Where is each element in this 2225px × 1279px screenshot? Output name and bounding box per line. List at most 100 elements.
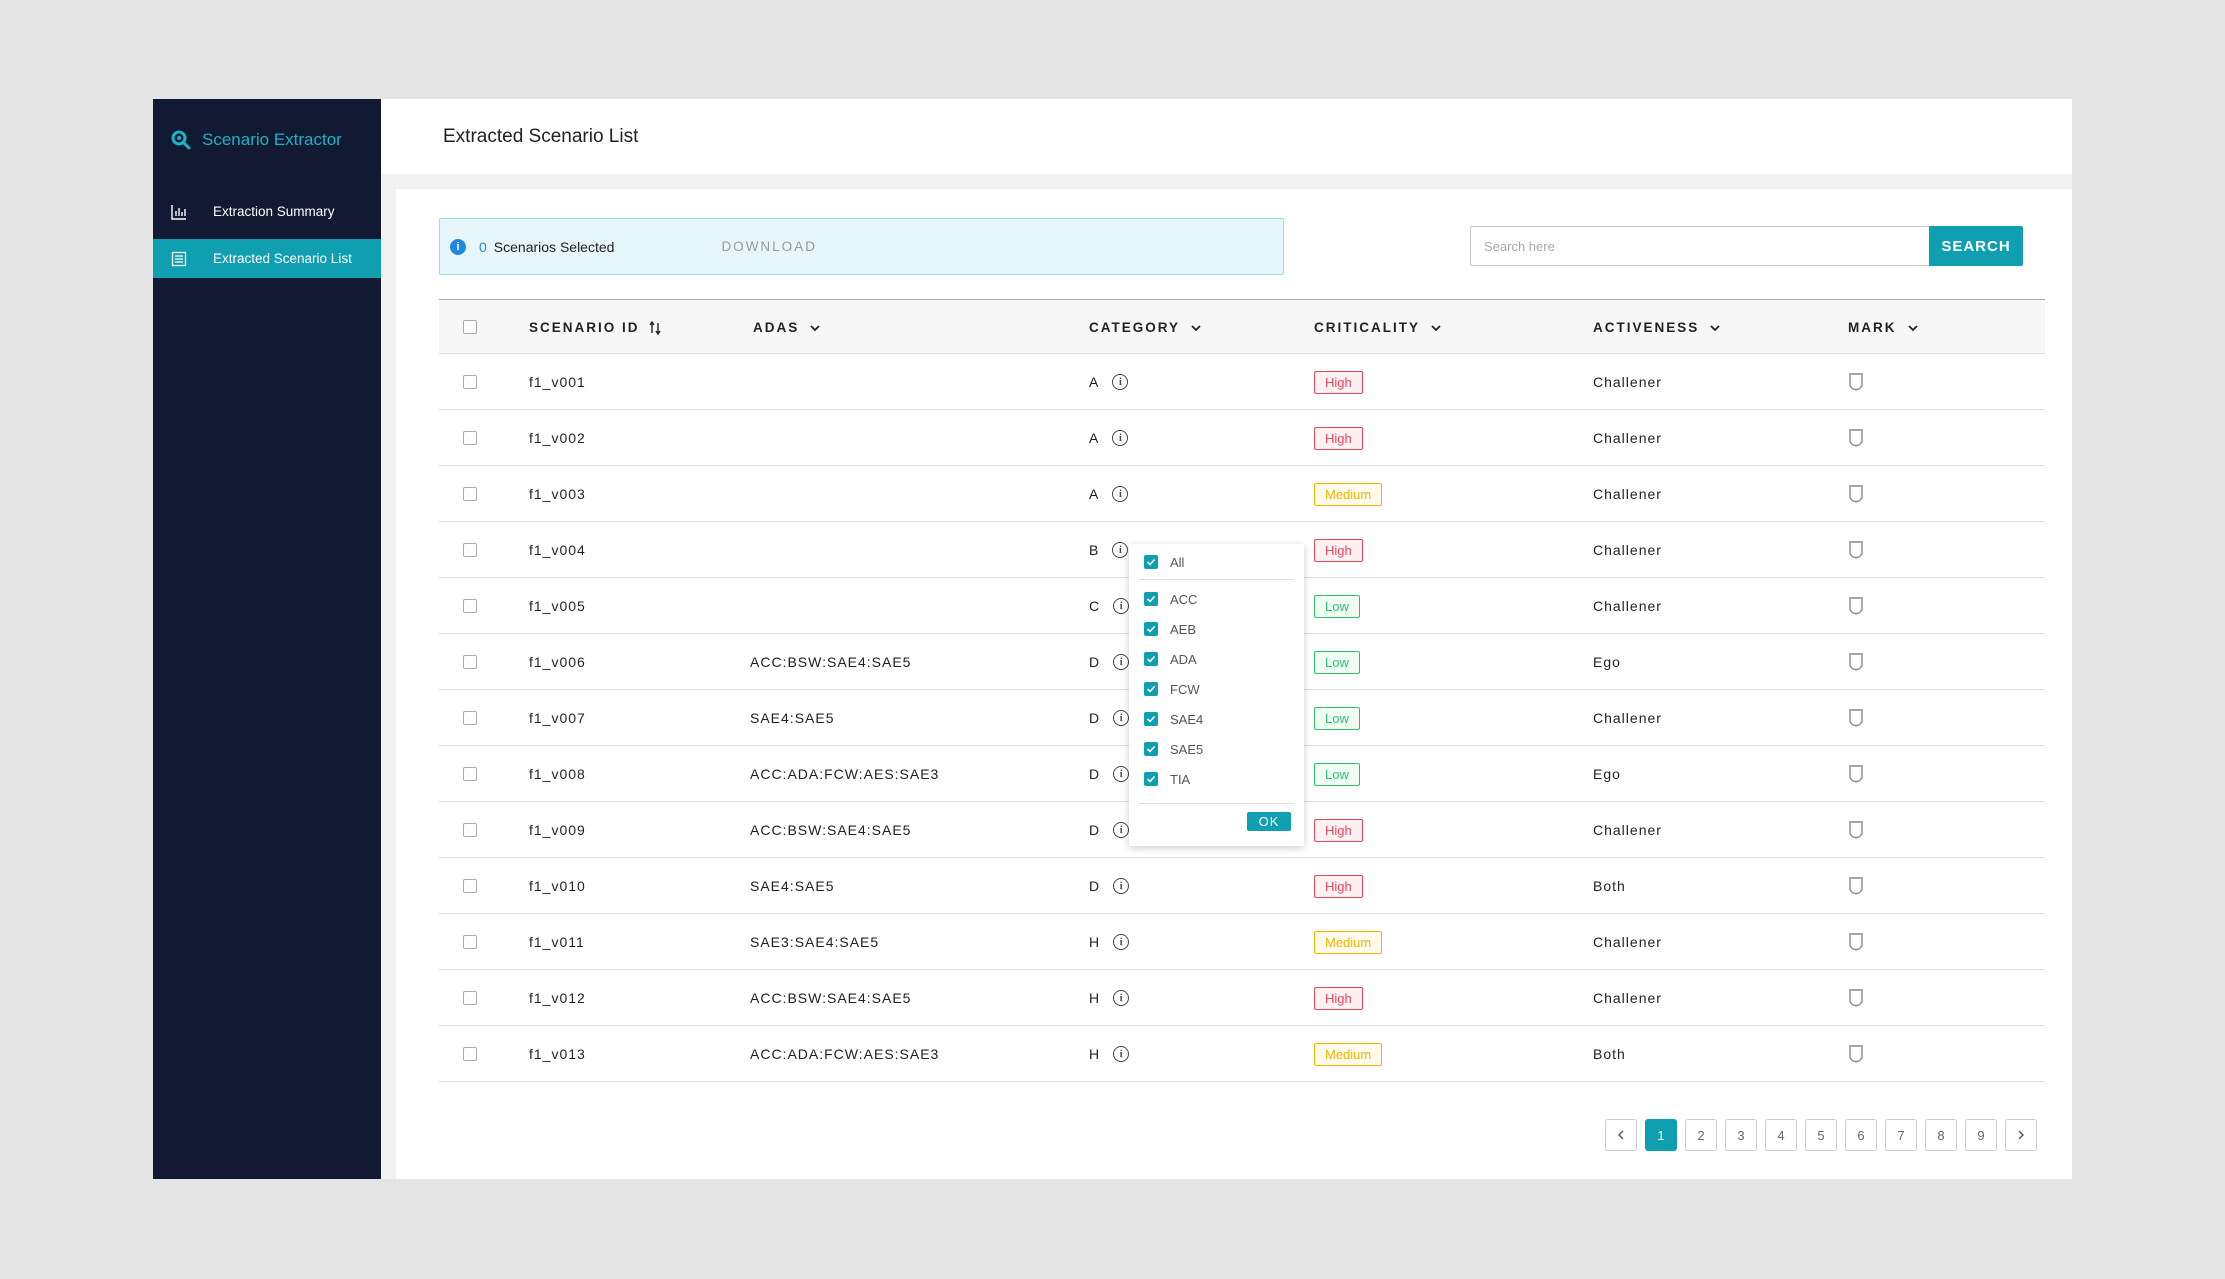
sidebar-item-extraction-summary[interactable]: Extraction Summary — [153, 192, 381, 231]
checkbox-checked-icon[interactable] — [1144, 592, 1158, 606]
chevron-down-icon[interactable] — [1430, 322, 1442, 334]
row-checkbox[interactable] — [463, 823, 477, 837]
info-icon[interactable]: i — [1113, 990, 1130, 1006]
shield-icon[interactable] — [1848, 372, 1864, 392]
criticality-cell: Low — [1314, 634, 1360, 690]
adas-value: SAE4:SAE5 — [750, 878, 835, 894]
shield-icon[interactable] — [1848, 932, 1864, 952]
criticality-cell: High — [1314, 410, 1363, 466]
brand[interactable]: Scenario Extractor — [170, 129, 342, 151]
pagination-page-button[interactable]: 2 — [1685, 1119, 1717, 1151]
column-header-activeness[interactable]: ACTIVENESS — [1593, 300, 1721, 355]
chevron-down-icon[interactable] — [1709, 322, 1721, 334]
checkbox-checked-icon[interactable] — [1144, 712, 1158, 726]
search-button[interactable]: SEARCH — [1929, 226, 2023, 266]
column-header-adas[interactable]: ADAS — [753, 300, 821, 355]
column-header-mark[interactable]: MARK — [1848, 300, 1919, 355]
info-icon[interactable]: i — [1112, 542, 1129, 558]
column-header-scenario-id[interactable]: SCENARIO ID — [529, 300, 661, 355]
pagination-page-button[interactable]: 9 — [1965, 1119, 1997, 1151]
row-checkbox[interactable] — [463, 375, 477, 389]
info-icon[interactable]: i — [1112, 486, 1129, 502]
chevron-down-icon[interactable] — [809, 322, 821, 334]
info-icon[interactable]: i — [1113, 822, 1130, 838]
download-button[interactable]: DOWNLOAD — [721, 239, 817, 254]
shield-icon[interactable] — [1848, 596, 1864, 616]
shield-icon[interactable] — [1848, 484, 1864, 504]
shield-icon[interactable] — [1848, 876, 1864, 896]
pagination-page-button[interactable]: 7 — [1885, 1119, 1917, 1151]
adas-filter-option[interactable]: TIA — [1144, 769, 1190, 789]
column-header-category[interactable]: CATEGORY — [1089, 300, 1202, 355]
row-checkbox[interactable] — [463, 767, 477, 781]
sort-icon[interactable] — [648, 320, 661, 335]
info-icon[interactable]: i — [1113, 1046, 1130, 1062]
pagination-page-button[interactable]: 5 — [1805, 1119, 1837, 1151]
checkbox-checked-icon[interactable] — [1144, 742, 1158, 756]
adas-filter-option[interactable]: ADA — [1144, 649, 1197, 669]
shield-icon[interactable] — [1848, 540, 1864, 560]
row-checkbox[interactable] — [463, 543, 477, 557]
filter-ok-button[interactable]: OK — [1247, 812, 1291, 831]
pagination-page-button[interactable]: 1 — [1645, 1119, 1677, 1151]
info-icon[interactable]: i — [1113, 878, 1130, 894]
adas-filter-option[interactable]: ACC — [1144, 589, 1197, 609]
shield-icon[interactable] — [1848, 428, 1864, 448]
info-icon[interactable]: i — [1113, 654, 1130, 670]
sidebar-item-extracted-scenario-list[interactable]: Extracted Scenario List — [153, 239, 381, 278]
shield-icon[interactable] — [1848, 764, 1864, 784]
chevron-down-icon[interactable] — [1907, 322, 1919, 334]
shield-icon[interactable] — [1848, 708, 1864, 728]
criticality-badge: Medium — [1314, 482, 1383, 506]
shield-icon[interactable] — [1848, 1044, 1864, 1064]
info-icon[interactable]: i — [1113, 766, 1130, 782]
shield-icon[interactable] — [1848, 820, 1864, 840]
scenario-id: f1_v009 — [529, 822, 586, 838]
row-checkbox[interactable] — [463, 431, 477, 445]
pagination-page-button[interactable]: 6 — [1845, 1119, 1877, 1151]
row-checkbox[interactable] — [463, 599, 477, 613]
row-checkbox[interactable] — [463, 879, 477, 893]
adas-filter-option[interactable]: SAE5 — [1144, 739, 1203, 759]
row-checkbox[interactable] — [463, 655, 477, 669]
checkbox-checked-icon[interactable] — [1144, 772, 1158, 786]
pagination-prev-button[interactable] — [1605, 1119, 1637, 1151]
info-icon[interactable]: i — [1113, 934, 1130, 950]
row-checkbox[interactable] — [463, 991, 477, 1005]
adas-filter-option[interactable]: FCW — [1144, 679, 1200, 699]
checkbox-checked-icon[interactable] — [1144, 622, 1158, 636]
pagination-next-button[interactable] — [2005, 1119, 2037, 1151]
checkbox-checked-icon[interactable] — [1144, 555, 1158, 569]
info-icon[interactable]: i — [1113, 598, 1130, 614]
chevron-down-icon[interactable] — [1190, 322, 1202, 334]
adas-filter-option[interactable]: AEB — [1144, 619, 1196, 639]
pagination-page-button[interactable]: 4 — [1765, 1119, 1797, 1151]
checkbox-checked-icon[interactable] — [1144, 682, 1158, 696]
row-checkbox[interactable] — [463, 935, 477, 949]
pagination-page-button[interactable]: 3 — [1725, 1119, 1757, 1151]
row-checkbox[interactable] — [463, 711, 477, 725]
checkbox-checked-icon[interactable] — [1144, 652, 1158, 666]
adas-filter-all[interactable]: All — [1144, 552, 1184, 572]
search-input[interactable] — [1470, 226, 1929, 266]
shield-icon[interactable] — [1848, 988, 1864, 1008]
row-checkbox[interactable] — [463, 487, 477, 501]
adas-filter-option[interactable]: SAE4 — [1144, 709, 1203, 729]
info-icon[interactable]: i — [1112, 374, 1129, 390]
pagination-page-button[interactable]: 8 — [1925, 1119, 1957, 1151]
shield-icon[interactable] — [1848, 652, 1864, 672]
info-icon[interactable]: i — [1112, 430, 1129, 446]
column-header-criticality[interactable]: CRITICALITY — [1314, 300, 1442, 355]
info-icon[interactable]: i — [1113, 710, 1130, 726]
select-all-checkbox[interactable] — [463, 320, 477, 334]
mark-cell — [1848, 578, 1864, 634]
row-checkbox[interactable] — [463, 1047, 477, 1061]
